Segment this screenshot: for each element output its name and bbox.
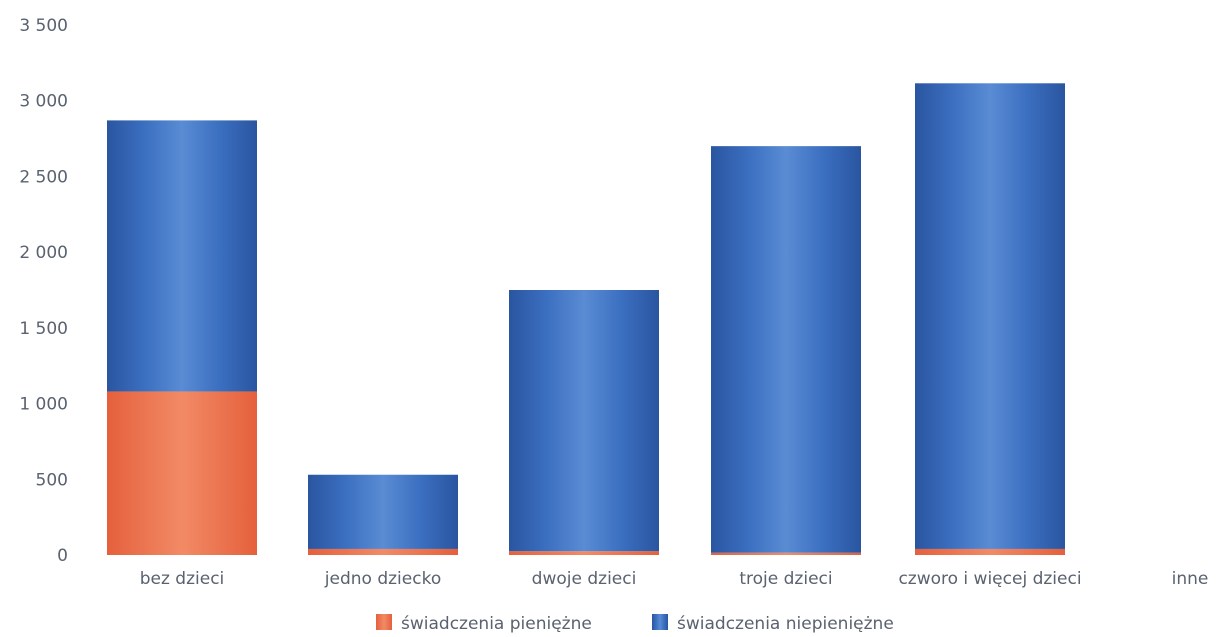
bar-cash-3	[711, 552, 861, 555]
x-tick-label: troje dzieci	[739, 569, 832, 589]
y-tick-label: 2 500	[19, 167, 68, 187]
y-tick-label: 3 500	[19, 16, 68, 36]
x-tick-label: bez dzieci	[140, 569, 225, 589]
bar-cash-4	[915, 548, 1065, 555]
x-tick-label: inne	[1172, 569, 1209, 589]
y-axis: 0 500 1 000 1 500 2 000 2 500 3 000 3 500	[19, 16, 68, 566]
legend-label-0: świadczenia pieniężne	[401, 614, 592, 634]
y-tick-label: 1 000	[19, 395, 68, 415]
bar-noncash-0	[107, 120, 257, 392]
bar-cash-2	[509, 551, 659, 555]
legend-label-1: świadczenia niepieniężne	[677, 614, 894, 634]
bar-noncash-1	[308, 474, 458, 549]
bar-cash-0	[107, 391, 257, 555]
legend-swatch-0	[376, 614, 392, 630]
y-tick-label: 3 000	[19, 92, 68, 112]
x-tick-label: czworo i więcej dzieci	[898, 569, 1081, 589]
bar-noncash-4	[915, 83, 1065, 549]
y-tick-label: 2 000	[19, 243, 68, 263]
x-tick-label: jedno dziecko	[324, 569, 441, 589]
x-axis: bez dzieci jedno dziecko dwoje dzieci troje…	[140, 569, 1209, 589]
bar-cash-1	[308, 548, 458, 555]
y-tick-label: 0	[57, 546, 68, 566]
bar-noncash-2	[509, 290, 659, 552]
legend: świadczenia pieniężne świadczenia niepien…	[376, 614, 894, 634]
y-tick-label: 1 500	[19, 319, 68, 339]
bars	[107, 83, 1065, 555]
bar-noncash-3	[711, 146, 861, 553]
y-tick-label: 500	[36, 470, 68, 490]
legend-swatch-1	[652, 614, 668, 630]
x-tick-label: dwoje dzieci	[532, 569, 637, 589]
